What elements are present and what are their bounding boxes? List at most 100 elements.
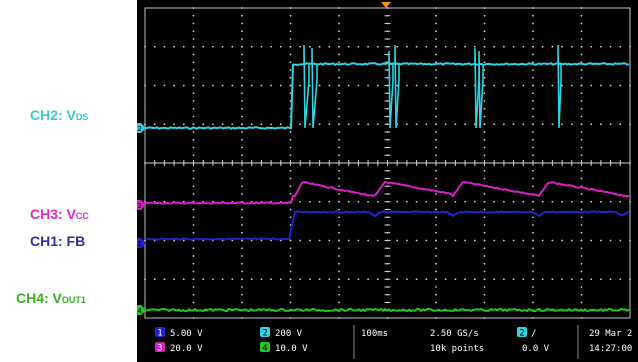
grid-dot	[406, 239, 408, 242]
grid-dot	[532, 278, 534, 281]
grid-dot	[444, 123, 447, 126]
grid-dot	[512, 123, 515, 126]
grid-dot	[192, 231, 195, 234]
grid-dot	[163, 123, 166, 126]
grid-dot	[435, 14, 437, 17]
grid-dot	[241, 293, 243, 296]
grid-dot	[532, 262, 534, 265]
grid-dot	[532, 224, 534, 226]
timebase-readout[interactable]: 100ms 2.50 GS/s 10k points	[361, 329, 484, 354]
grid-dot	[347, 200, 350, 203]
grid-dot	[580, 317, 583, 319]
grid-dot	[192, 154, 195, 157]
grid-dot	[250, 84, 253, 87]
grid-dot	[483, 100, 486, 102]
grid-dot	[580, 169, 583, 172]
grid-dot	[338, 216, 340, 219]
grid-dot	[338, 22, 340, 25]
grid-dot	[338, 239, 340, 242]
grid-dot	[483, 224, 486, 226]
grid-dot	[279, 84, 282, 87]
grid-dot	[241, 185, 243, 188]
grid-dot	[435, 224, 437, 226]
grid-dot	[241, 317, 243, 319]
grid-dot	[415, 278, 418, 281]
grid-dot	[580, 53, 583, 56]
trigger-readout[interactable]: 2 / 0.0 V	[517, 327, 550, 354]
grid-dot	[328, 84, 331, 87]
grid-dot	[289, 185, 292, 188]
ch3-trace	[144, 180, 630, 205]
grid-dot	[338, 177, 340, 180]
grid-dot	[241, 7, 243, 9]
ch3-label-main: CH3: V	[30, 206, 76, 222]
grid-dot	[454, 123, 457, 126]
grid-dot	[318, 239, 321, 242]
grid-dot	[590, 200, 593, 203]
grid-dot	[338, 123, 340, 126]
grid-dot	[415, 123, 418, 126]
grid-dot	[609, 278, 612, 281]
grid-dot	[260, 45, 263, 48]
grid-dot	[212, 123, 214, 126]
grid-dot	[299, 278, 302, 281]
grid-dot	[338, 317, 340, 319]
grid-dot	[580, 131, 583, 133]
grid-dot	[561, 239, 563, 242]
grid-dot	[532, 107, 534, 110]
grid-dot	[532, 255, 534, 257]
grid-dot	[483, 231, 486, 234]
grid-dot	[289, 224, 292, 226]
grid-dot	[473, 239, 476, 242]
grid-dot	[435, 200, 437, 203]
grid-dot	[309, 239, 311, 242]
grid-dot	[580, 286, 583, 288]
grid-dot	[532, 231, 534, 234]
grid-dot	[464, 239, 466, 242]
grid-dot	[241, 262, 243, 265]
ch1-ground-marker	[137, 238, 146, 248]
ch2-switching-burst	[311, 47, 318, 129]
grid-dot	[473, 278, 476, 281]
grid-dot	[464, 123, 466, 126]
grid-dot	[309, 200, 311, 203]
grid-dot	[289, 286, 292, 288]
grid-dot	[580, 293, 583, 296]
grid-dot	[289, 262, 292, 265]
grid-dot	[192, 115, 195, 118]
grid-dot	[202, 123, 205, 126]
ch3-scale-readout[interactable]: 3 20.0 V	[155, 342, 203, 354]
grid-dot	[173, 278, 175, 281]
ch1-label: CH1: FB	[30, 233, 85, 249]
grid-dot	[250, 278, 253, 281]
grid-dot	[289, 84, 292, 87]
status-bar: 1 5.00 V 3 20.0 V 2 200 V 4 10.0 V 100ms…	[137, 322, 638, 362]
grid-dot	[396, 45, 399, 48]
grid-dot	[570, 84, 573, 87]
grid-dot	[182, 45, 185, 48]
grid-dot	[435, 185, 437, 188]
datetime-readout: 29 Mar 2 14:27:00	[589, 329, 632, 354]
grid-dot	[435, 146, 437, 149]
grid-dot	[483, 92, 486, 95]
grid-dot	[192, 38, 195, 40]
grid-dot	[289, 14, 292, 17]
grid-dot	[493, 239, 496, 242]
grid-dot	[367, 123, 369, 126]
ch1-scale-readout[interactable]: 1 5.00 V	[155, 327, 203, 339]
ch4-badge	[260, 342, 270, 352]
grid-dot	[512, 84, 515, 87]
ch2-label-sub: DS	[75, 112, 89, 122]
grid-dot	[609, 239, 612, 242]
grid-dot	[580, 14, 583, 17]
grid-dot	[289, 169, 292, 172]
ch2-scale-readout[interactable]: 2 200 V	[260, 327, 303, 339]
grid-dot	[144, 84, 146, 87]
grid-dot	[231, 84, 234, 87]
grid-dot	[580, 224, 583, 226]
grid-dot	[580, 270, 583, 273]
grid-dot	[435, 169, 437, 172]
grid-dot	[182, 84, 185, 87]
ch4-scale-readout[interactable]: 4 10.0 V	[260, 342, 308, 354]
